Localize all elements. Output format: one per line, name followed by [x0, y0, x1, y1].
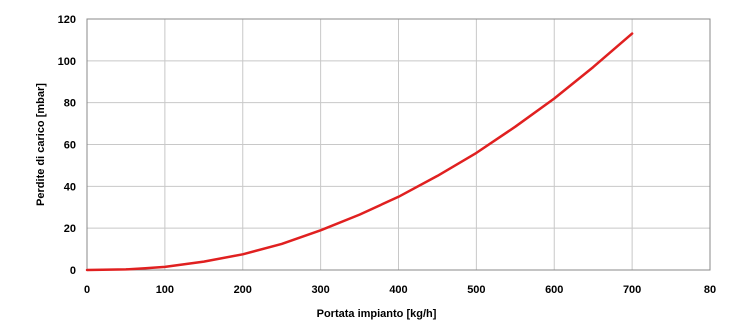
plot-area	[86, 18, 711, 271]
x-tick-label: 0	[84, 284, 90, 296]
y-tick-label: 20	[64, 223, 76, 235]
x-tick-label: 400	[389, 284, 407, 296]
x-axis-tick-labels: 0 100 200 300 400 500 600 700 80	[84, 284, 716, 296]
y-tick-label: 40	[64, 181, 76, 193]
y-tick-label: 80	[64, 98, 76, 110]
grid	[86, 18, 711, 271]
y-axis-title: Perdite di carico [mbar]	[35, 83, 47, 206]
y-tick-label: 120	[58, 14, 76, 26]
x-tick-label: 600	[545, 284, 563, 296]
x-tick-label: 300	[311, 284, 329, 296]
x-tick-label: 100	[156, 284, 174, 296]
series-line	[85, 32, 634, 272]
y-axis-tick-labels: 0 20 40 60 80 100 120	[58, 14, 76, 277]
y-tick-label: 100	[58, 56, 76, 68]
x-tick-label: 200	[234, 284, 252, 296]
y-tick-label: 60	[64, 140, 76, 152]
x-tick-label: 500	[467, 284, 485, 296]
x-tick-label: 80	[704, 284, 716, 296]
x-tick-label: 700	[623, 284, 641, 296]
series-layer	[85, 32, 634, 272]
y-tick-label: 0	[70, 265, 76, 277]
x-axis-title: Portata impianto [kg/h]	[317, 308, 437, 320]
